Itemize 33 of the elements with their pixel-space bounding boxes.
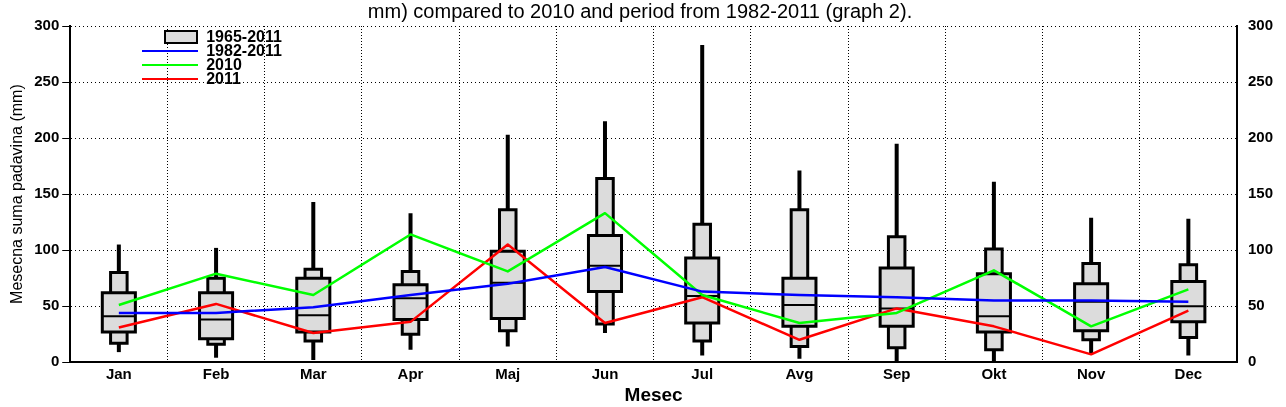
- x-tick-label: Mar: [299, 365, 327, 383]
- y-tick-label: 250: [34, 72, 60, 90]
- legend-label: 1982-2011: [206, 42, 282, 59]
- y2-tick-label: 50: [1247, 296, 1265, 314]
- x-tick-label: Feb: [202, 365, 230, 383]
- x-tick-label: Jul: [691, 365, 714, 383]
- y-axis-title: Mesecna suma padavina (mm): [8, 84, 26, 304]
- y2-tick-label: 100: [1247, 240, 1273, 258]
- x-tick-label: Maj: [495, 365, 521, 383]
- y2-tick-label: 300: [1247, 16, 1273, 34]
- y-tick-label: 300: [34, 16, 60, 34]
- y2-tick-label: 150: [1247, 184, 1273, 202]
- x-tick-label: Jan: [105, 365, 132, 383]
- x-tick-label: Dec: [1174, 365, 1203, 383]
- y-tick-label: 50: [42, 296, 60, 314]
- x-tick-label: Apr: [397, 365, 424, 383]
- y2-tick-label: 0: [1247, 352, 1257, 370]
- x-tick-label: Okt: [981, 365, 1007, 383]
- y-tick-label: 0: [50, 352, 60, 370]
- x-tick-label: Jun: [591, 365, 619, 383]
- y-tick-label: 100: [34, 240, 60, 258]
- x-tick-label: Nov: [1076, 365, 1106, 383]
- x-axis-title: Mesec: [624, 383, 684, 405]
- y2-tick-label: 250: [1247, 72, 1273, 90]
- legend-label: 1965-2011: [206, 28, 282, 45]
- y-tick-label: 200: [34, 128, 60, 146]
- legend-label: 2010: [206, 56, 242, 73]
- x-tick-label: Avg: [785, 365, 814, 383]
- chart-title: mm) compared to 2010 and period from 1982-2011 (graph 2).: [367, 0, 913, 22]
- x-tick-label: Sep: [882, 365, 911, 383]
- legend-label: 2011: [206, 70, 241, 87]
- y-tick-label: 150: [34, 184, 60, 202]
- y2-tick-label: 200: [1247, 128, 1273, 146]
